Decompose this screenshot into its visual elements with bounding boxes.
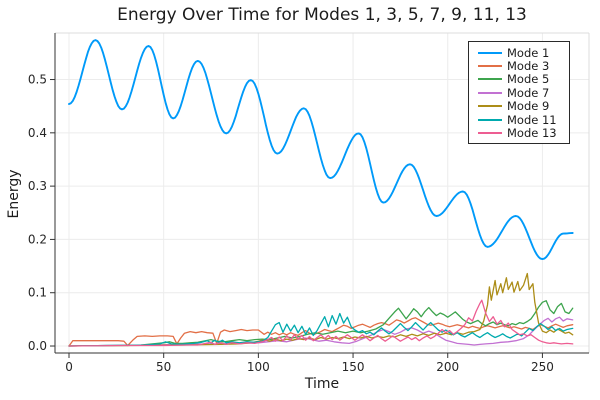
legend-label: Mode 13	[507, 126, 557, 141]
y-tick-label: 0.4	[28, 126, 47, 140]
legend: Mode 1 Mode 3 Mode 5 Mode 7 Mode 9 Mode 11 Mod…	[468, 41, 570, 144]
series-mode-11	[68, 312, 574, 347]
x-tick-label: 100	[247, 360, 270, 374]
legend-line-sample	[478, 118, 502, 121]
legend-line-sample	[478, 65, 502, 68]
x-tick-label: 200	[436, 360, 459, 374]
legend-label: Mode 9	[507, 99, 550, 114]
legend-item-mode-9: Mode 9	[469, 99, 569, 114]
x-tick-label: 0	[65, 360, 73, 374]
legend-line-sample	[478, 78, 502, 81]
y-tick-label: 0.3	[28, 179, 47, 193]
y-tick-label: 0.1	[28, 286, 47, 300]
legend-item-mode-11: Mode 11	[469, 112, 569, 127]
legend-label: Mode 11	[507, 112, 557, 127]
legend-line-sample	[478, 91, 502, 94]
legend-label: Mode 3	[507, 59, 550, 74]
legend-line-sample	[478, 105, 502, 108]
chart-title: Energy Over Time for Modes 1, 3, 5, 7, 9…	[117, 5, 527, 25]
legend-line-sample	[478, 132, 502, 135]
y-tick-label: 0.2	[28, 232, 47, 246]
series-mode-3	[68, 317, 574, 347]
y-tick-label: 0.5	[28, 73, 47, 87]
legend-label: Mode 5	[507, 72, 550, 87]
legend-item-mode-7: Mode 7	[469, 85, 569, 100]
x-tick-label: 50	[156, 360, 171, 374]
legend-label: Mode 7	[507, 85, 550, 100]
legend-line-sample	[478, 51, 502, 54]
legend-item-mode-1: Mode 1	[469, 45, 569, 60]
legend-item-mode-13: Mode 13	[469, 126, 569, 141]
series-mode-13	[68, 299, 574, 347]
y-tick-label: 0.0	[28, 339, 47, 353]
legend-label: Mode 1	[507, 45, 550, 60]
series-mode-9	[68, 272, 574, 347]
x-tick-label: 250	[531, 360, 554, 374]
x-axis-label: Time	[304, 376, 340, 392]
legend-item-mode-3: Mode 3	[469, 59, 569, 74]
x-tick-label: 150	[342, 360, 365, 374]
series-mode-1	[68, 39, 574, 261]
legend-item-mode-5: Mode 5	[469, 72, 569, 87]
